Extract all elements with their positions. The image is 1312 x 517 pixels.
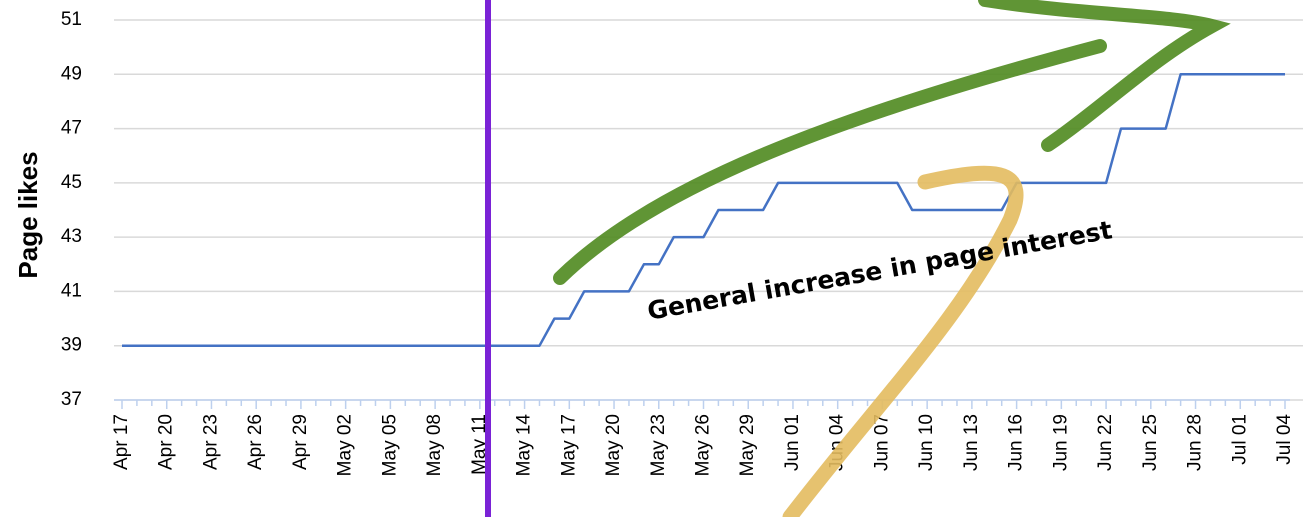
x-tick-label: May 26 xyxy=(693,414,714,476)
x-tick-label: Apr 23 xyxy=(200,414,221,470)
y-tick-label: 47 xyxy=(61,118,82,139)
x-tick-label: Apr 26 xyxy=(245,414,266,470)
x-tick-label: Jun 28 xyxy=(1185,414,1206,471)
x-tick-label: Jun 19 xyxy=(1050,414,1071,471)
chart: Page likes 37 39 41 43 45 47 49 51 Apr 17 Apr 20 A… xyxy=(0,0,1312,517)
x-tick-label: May 29 xyxy=(737,414,758,476)
x-tick-label: Apr 29 xyxy=(290,414,311,470)
y-tick-label: 51 xyxy=(61,9,82,30)
x-tick-label: Jun 22 xyxy=(1095,414,1116,471)
y-tick-label: 45 xyxy=(61,172,82,193)
x-tick-label: May 02 xyxy=(335,414,356,476)
x-tick-label: Jun 01 xyxy=(782,414,803,471)
x-tick-label: May 05 xyxy=(379,414,400,476)
x-tick-label: Apr 17 xyxy=(111,414,132,470)
x-tick-label: Jun 10 xyxy=(916,414,937,471)
annotation: General increase in page interest xyxy=(645,215,1114,325)
x-tick-label: May 20 xyxy=(603,414,624,476)
plot-area: 37 39 41 43 45 47 49 51 Apr 17 Apr 20 Apr 23 Apr 26… xyxy=(61,9,1303,476)
y-tick-label: 39 xyxy=(61,335,82,356)
y-tick-label: 49 xyxy=(61,63,82,84)
page: Page likes 37 39 41 43 45 47 49 51 Apr 17 Apr 20 A… xyxy=(0,0,1312,517)
x-tick-label: Apr 20 xyxy=(156,414,177,470)
x-tick-label: May 17 xyxy=(558,414,579,476)
y-tick-label: 37 xyxy=(61,389,82,410)
x-tick-label: May 23 xyxy=(648,414,669,476)
x-tick-label: Jul 04 xyxy=(1274,414,1295,465)
y-tick-label: 41 xyxy=(61,280,82,301)
x-tick-label: Jul 01 xyxy=(1229,414,1250,465)
x-tick-label: Jun 13 xyxy=(961,414,982,471)
y-axis-title: Page likes xyxy=(13,151,43,278)
x-tick-label: May 14 xyxy=(514,414,535,477)
x-tick-label: Jun 25 xyxy=(1140,414,1161,471)
y-tick-label: 43 xyxy=(61,226,82,247)
x-tick-label: May 08 xyxy=(424,414,445,476)
x-tick-label: Jun 16 xyxy=(1006,414,1027,471)
